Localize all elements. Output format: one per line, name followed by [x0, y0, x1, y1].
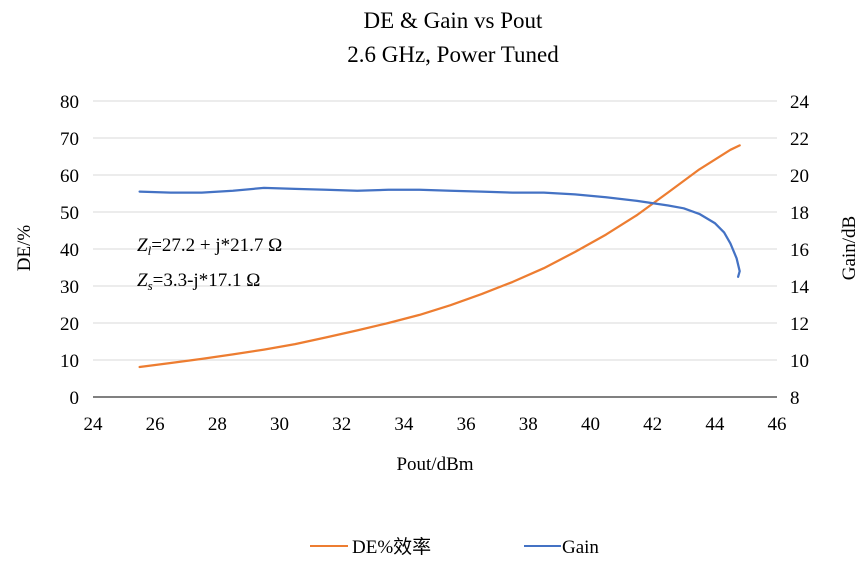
annotation-zl: Zl=27.2 + j*21.7 Ω: [137, 235, 282, 258]
right-tick-label: 12: [790, 314, 809, 335]
right-tick-label: 16: [790, 240, 809, 261]
annotation-zs-value: =3.3-j*17.1 Ω: [153, 270, 261, 291]
left-tick-label: 70: [60, 129, 79, 150]
annotation-zs-symbol: Z: [137, 270, 148, 291]
x-tick-label: 26: [146, 414, 165, 435]
legend: DE%效率 Gain: [310, 536, 599, 558]
left-tick-label: 40: [60, 240, 79, 261]
x-tick-label: 30: [270, 414, 289, 435]
left-tick-label: 10: [60, 351, 79, 372]
chart-title: DE & Gain vs Pout: [364, 8, 544, 33]
x-tick-label: 36: [457, 414, 476, 435]
right-tick-label: 18: [790, 203, 809, 224]
annotation-zl-value: =27.2 + j*21.7 Ω: [151, 235, 282, 256]
x-tick-label: 38: [519, 414, 538, 435]
x-tick-label: 46: [768, 414, 787, 435]
legend-gain-label: Gain: [562, 537, 599, 558]
x-tick-label: 44: [705, 414, 725, 435]
right-tick-label: 24: [790, 92, 810, 113]
gridlines: [93, 100, 777, 361]
x-tick-label: 40: [581, 414, 600, 435]
right-axis-label: Gain/dB: [839, 216, 860, 280]
left-tick-label: 0: [70, 388, 80, 409]
x-tick-label: 32: [332, 414, 351, 435]
left-axis-label: DE/%: [14, 225, 35, 272]
left-tick-label: 20: [60, 314, 79, 335]
x-tick-label: 34: [394, 414, 414, 435]
x-tick-label: 42: [643, 414, 662, 435]
de-series-line: [138, 144, 741, 369]
x-tick-label: 24: [84, 414, 104, 435]
right-tick-label: 22: [790, 129, 809, 150]
right-tick-label: 20: [790, 166, 809, 187]
left-axis-ticks: 0 10 20 30 40 50 60 70 80: [60, 92, 79, 409]
chart-subtitle: 2.6 GHz, Power Tuned: [347, 42, 559, 67]
x-tick-label: 28: [208, 414, 227, 435]
x-axis-ticks: 24 26 28 30 32 34 36 38 40 42 44 46: [84, 414, 787, 435]
annotation-zl-symbol: Z: [137, 235, 148, 256]
left-tick-label: 30: [60, 277, 79, 298]
right-tick-label: 14: [790, 277, 810, 298]
series-layer: [138, 144, 741, 369]
annotation-zs-subscript: s: [148, 278, 153, 293]
gain-series-line: [138, 186, 741, 278]
x-axis-label: Pout/dBm: [396, 454, 473, 475]
annotation-zs: Zs=3.3-j*17.1 Ω: [137, 270, 260, 293]
right-tick-label: 10: [790, 351, 809, 372]
left-tick-label: 60: [60, 166, 79, 187]
legend-de-label: DE%效率: [352, 536, 431, 558]
right-tick-label: 8: [790, 388, 800, 409]
left-tick-label: 50: [60, 203, 79, 224]
annotation-zl-subscript: l: [148, 243, 152, 258]
left-tick-label: 80: [60, 92, 79, 113]
right-axis-ticks: 8 10 12 14 16 18 20 22 24: [790, 92, 810, 409]
